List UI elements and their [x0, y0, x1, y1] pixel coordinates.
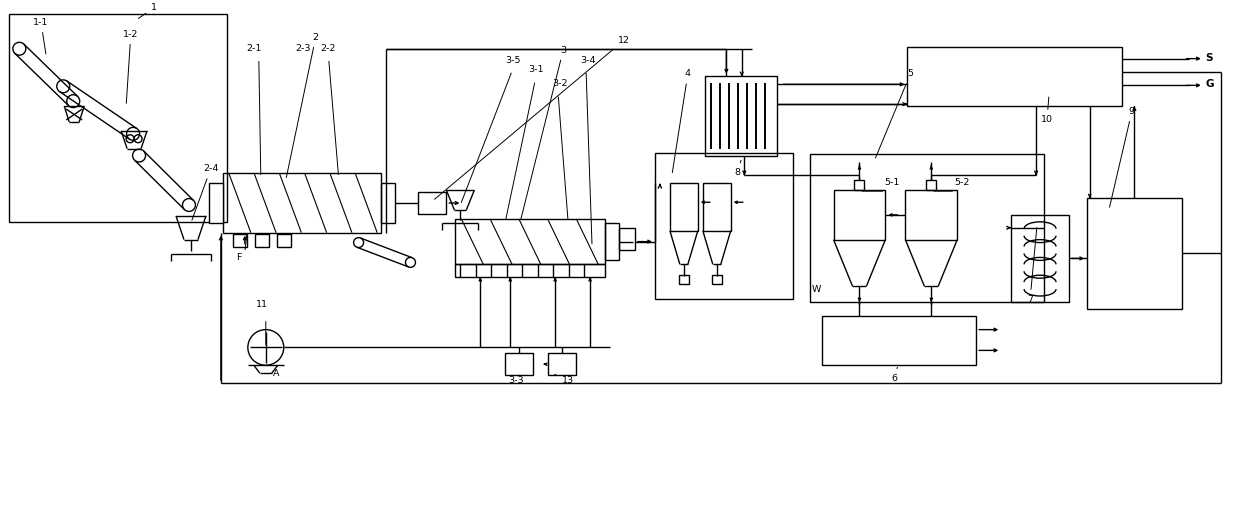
- Bar: [455, 264, 605, 277]
- Text: 5: 5: [875, 69, 914, 158]
- Text: 6: 6: [892, 367, 898, 383]
- Bar: [678, 275, 689, 284]
- Bar: [854, 180, 864, 190]
- Text: 1: 1: [139, 3, 157, 18]
- Bar: [254, 234, 269, 247]
- Bar: [822, 316, 976, 365]
- Bar: [381, 183, 394, 223]
- Text: 5-2: 5-2: [955, 178, 970, 187]
- Text: 13: 13: [554, 374, 574, 385]
- Text: 3-2: 3-2: [552, 80, 568, 88]
- Text: 8: 8: [735, 160, 742, 177]
- Text: 5-1: 5-1: [884, 178, 900, 187]
- Text: 3-4: 3-4: [580, 55, 595, 65]
- Bar: [1087, 198, 1182, 309]
- Text: G: G: [1205, 80, 1214, 89]
- Bar: [455, 219, 605, 264]
- Bar: [810, 153, 1044, 302]
- Bar: [223, 173, 381, 233]
- Bar: [905, 190, 957, 240]
- Bar: [208, 183, 223, 223]
- Text: 7: 7: [1027, 228, 1037, 304]
- Text: F: F: [236, 253, 242, 262]
- Text: 3-3: 3-3: [508, 376, 523, 385]
- Text: W: W: [811, 285, 821, 294]
- Text: 2-3: 2-3: [295, 44, 311, 53]
- Bar: [10, 14, 227, 222]
- Bar: [908, 47, 1122, 106]
- Text: 2-4: 2-4: [192, 164, 218, 220]
- Text: 2-2: 2-2: [321, 44, 336, 53]
- Text: S: S: [1205, 53, 1213, 63]
- Text: 2-1: 2-1: [246, 44, 262, 53]
- Text: 3-1: 3-1: [528, 66, 543, 74]
- Bar: [1011, 215, 1069, 302]
- Text: 4: 4: [672, 69, 691, 172]
- Bar: [926, 180, 936, 190]
- Text: 10: 10: [1042, 97, 1053, 124]
- Text: 2: 2: [286, 33, 319, 177]
- Bar: [712, 275, 722, 284]
- Bar: [703, 183, 730, 231]
- Bar: [277, 234, 290, 247]
- Bar: [704, 76, 776, 155]
- Bar: [670, 183, 698, 231]
- Bar: [505, 353, 533, 375]
- Bar: [833, 190, 885, 240]
- Text: 3: 3: [521, 46, 567, 219]
- Text: 9: 9: [1110, 107, 1135, 207]
- Text: 3-5: 3-5: [505, 55, 521, 65]
- Text: 1-1: 1-1: [33, 18, 48, 54]
- Bar: [233, 234, 247, 247]
- Bar: [548, 353, 577, 375]
- Text: 11: 11: [255, 300, 268, 309]
- Bar: [619, 228, 635, 249]
- Bar: [418, 192, 446, 214]
- Text: A: A: [273, 369, 279, 378]
- Text: 1-2: 1-2: [123, 30, 139, 103]
- Text: 12: 12: [434, 36, 630, 199]
- Bar: [605, 223, 619, 261]
- Bar: [655, 152, 792, 299]
